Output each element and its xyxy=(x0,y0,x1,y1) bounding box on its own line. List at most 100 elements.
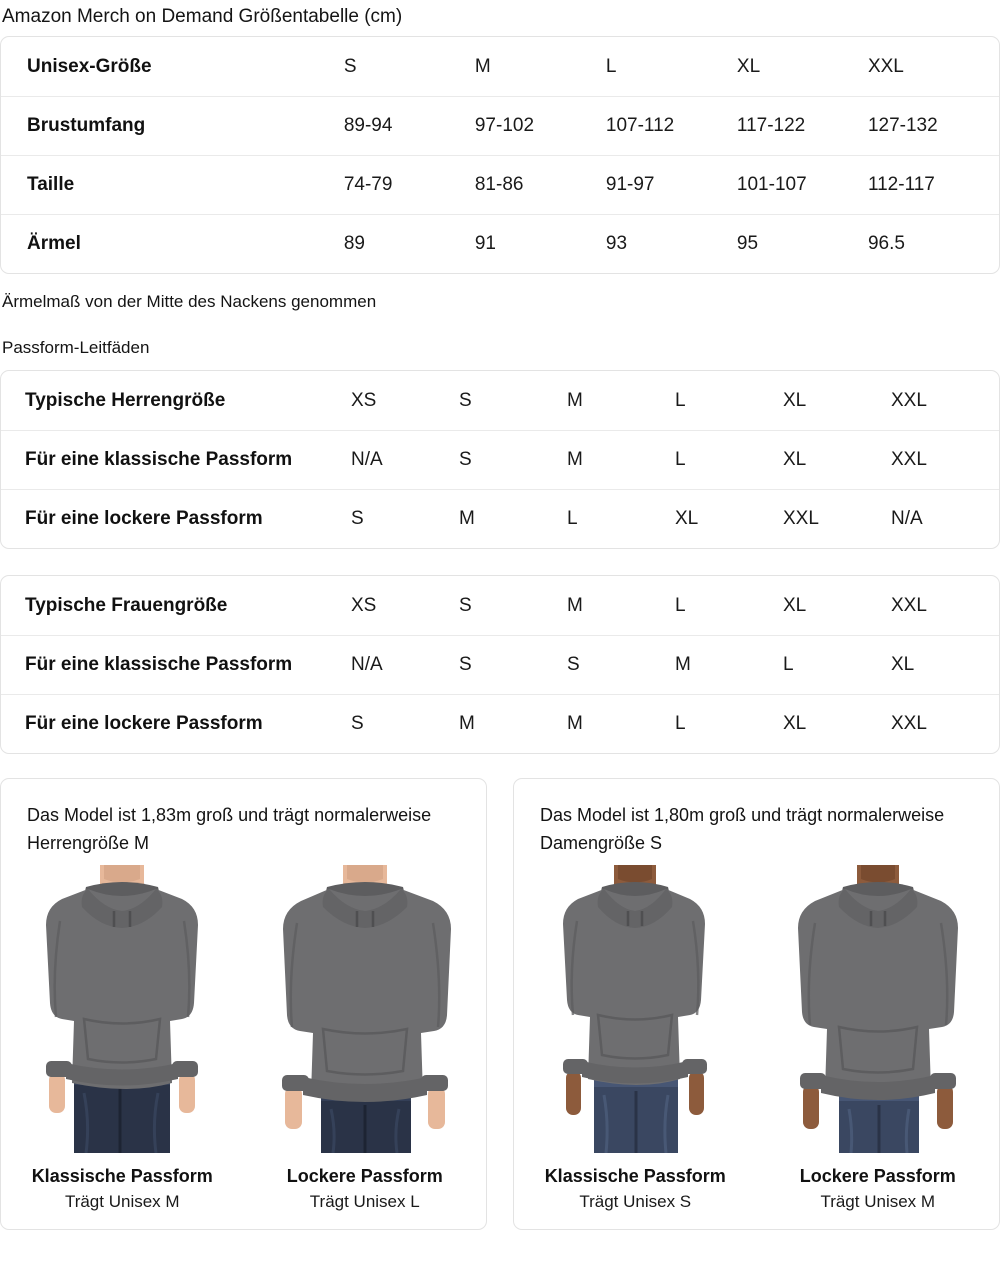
cell-value: M xyxy=(567,594,583,616)
cell-value: 127-132 xyxy=(867,115,938,136)
cell-value: M xyxy=(567,713,583,734)
row-label: Für eine klassische Passform xyxy=(25,654,293,675)
caption-classic-female: Klassische Passform Trägt Unisex S xyxy=(523,1163,748,1215)
cell-value: XS xyxy=(351,389,377,411)
table-row: Typische Herrengröße XS S M L XL XXL xyxy=(1,371,999,430)
model-figures xyxy=(514,865,999,1153)
cell-value: XXL xyxy=(783,508,819,529)
cell-value: L xyxy=(675,449,686,470)
cell-value: L xyxy=(675,594,686,616)
model-description: Das Model ist 1,83m groß und trägt norma… xyxy=(27,805,432,853)
womens-fit-table: Typische Frauengröße XS S M L XL XXL Für… xyxy=(0,575,1000,754)
row-label: Typische Frauengröße xyxy=(25,594,228,616)
cell-value: S xyxy=(459,449,472,470)
cell-value: M xyxy=(567,449,583,470)
cell-value: 117-122 xyxy=(736,115,806,136)
model-captions: Klassische Passform Trägt Unisex M Locke… xyxy=(1,1163,486,1215)
cell-value: N/A xyxy=(351,654,383,675)
cell-value: S xyxy=(351,713,364,734)
model-figures xyxy=(1,865,486,1153)
table-row: Unisex-Größe S M L XL XXL xyxy=(1,37,999,96)
cell-value: 95 xyxy=(736,233,759,254)
female-loose-hoodie-illustration xyxy=(797,865,958,1153)
model-figure-loose-female xyxy=(765,865,990,1153)
model-card-female: Das Model ist 1,80m groß und trägt norma… xyxy=(513,778,1000,1230)
cell-value: 101-107 xyxy=(736,174,807,195)
cell-value: S xyxy=(459,654,472,675)
table-row: Taille 74-79 81-86 91-97 101-107 112-117 xyxy=(1,155,999,214)
cell-value: S xyxy=(459,594,472,616)
caption-sub: Trägt Unisex M xyxy=(820,1192,936,1211)
cell-value: 97-102 xyxy=(474,115,535,136)
model-cards: Das Model ist 1,83m groß und trägt norma… xyxy=(0,778,1000,1230)
cell-value: XXL xyxy=(891,389,927,411)
row-label: Typische Herrengröße xyxy=(25,389,226,411)
model-captions: Klassische Passform Trägt Unisex S Locke… xyxy=(514,1163,999,1215)
model-figure-classic-male xyxy=(10,865,235,1153)
table-row: Ärmel 89 91 93 95 96.5 xyxy=(1,214,999,273)
cell-value: XL xyxy=(891,654,915,675)
cell-value: N/A xyxy=(891,508,923,529)
cell-value: XL xyxy=(675,508,699,529)
cell-value: 112-117 xyxy=(867,174,935,195)
cell-value: S xyxy=(343,55,357,77)
cell-value: XXL xyxy=(891,449,927,470)
cell-value: 81-86 xyxy=(474,174,524,195)
page-title: Amazon Merch on Demand Größentabelle (cm… xyxy=(2,6,403,27)
row-label: Ärmel xyxy=(27,233,81,254)
cell-value: L xyxy=(675,713,686,734)
row-label: Taille xyxy=(27,174,75,195)
cell-value: L xyxy=(567,508,578,529)
cell-value: XL xyxy=(783,713,807,734)
row-label: Für eine lockere Passform xyxy=(25,508,263,529)
caption-title: Lockere Passform xyxy=(286,1166,443,1186)
row-label: Für eine lockere Passform xyxy=(25,713,263,734)
cell-value: M xyxy=(567,389,583,411)
table-row: Typische Frauengröße XS S M L XL XXL xyxy=(1,576,999,635)
cell-value: XL xyxy=(783,594,807,616)
sleeve-measure-note: Ärmelmaß von der Mitte des Nackens genom… xyxy=(2,292,377,311)
mens-fit-table: Typische Herrengröße XS S M L XL XXL Für… xyxy=(0,370,1000,549)
cell-value: M xyxy=(675,654,691,675)
female-classic-hoodie-illustration xyxy=(563,865,708,1153)
cell-value: M xyxy=(459,713,475,734)
fit-guides-heading: Passform-Leitfäden xyxy=(2,338,150,357)
cell-value: 93 xyxy=(605,233,628,254)
model-description: Das Model ist 1,80m groß und trägt norma… xyxy=(540,805,945,853)
caption-sub: Trägt Unisex M xyxy=(64,1192,180,1211)
table-row: Für eine klassische Passform N/A S S M L… xyxy=(1,635,999,694)
cell-value: L xyxy=(605,55,617,77)
caption-loose-male: Lockere Passform Trägt Unisex L xyxy=(252,1163,477,1215)
cell-value: M xyxy=(474,55,491,77)
cell-value: S xyxy=(351,508,364,529)
caption-title: Klassische Passform xyxy=(544,1166,726,1186)
cell-value: 107-112 xyxy=(605,115,675,136)
caption-sub: Trägt Unisex L xyxy=(309,1192,420,1211)
cell-value: XS xyxy=(351,594,377,616)
male-loose-hoodie-illustration xyxy=(281,865,451,1153)
cell-value: 89-94 xyxy=(343,115,393,136)
table-row: Für eine klassische Passform N/A S M L X… xyxy=(1,430,999,489)
cell-value: 91-97 xyxy=(605,174,655,195)
caption-sub: Trägt Unisex S xyxy=(579,1192,692,1211)
caption-title: Lockere Passform xyxy=(799,1166,956,1186)
caption-loose-female: Lockere Passform Trägt Unisex M xyxy=(765,1163,990,1215)
cell-value: XXL xyxy=(891,713,927,734)
model-figure-classic-female xyxy=(523,865,748,1153)
table-row: Für eine lockere Passform S M L XL XXL N… xyxy=(1,489,999,548)
table-row: Für eine lockere Passform S M M L XL XXL xyxy=(1,694,999,753)
caption-classic-male: Klassische Passform Trägt Unisex M xyxy=(10,1163,235,1215)
cell-value: L xyxy=(675,389,686,411)
cell-value: XL xyxy=(783,389,807,411)
cell-value: 91 xyxy=(474,233,496,254)
cell-value: S xyxy=(459,389,472,411)
cell-value: 96.5 xyxy=(867,233,905,254)
cell-value: XL xyxy=(736,55,761,77)
cell-value: L xyxy=(783,654,794,675)
cell-value: S xyxy=(567,654,580,675)
cell-value: XXL xyxy=(867,55,904,77)
male-classic-hoodie-illustration xyxy=(46,865,199,1153)
row-label: Unisex-Größe xyxy=(27,55,152,77)
caption-title: Klassische Passform xyxy=(31,1166,213,1186)
